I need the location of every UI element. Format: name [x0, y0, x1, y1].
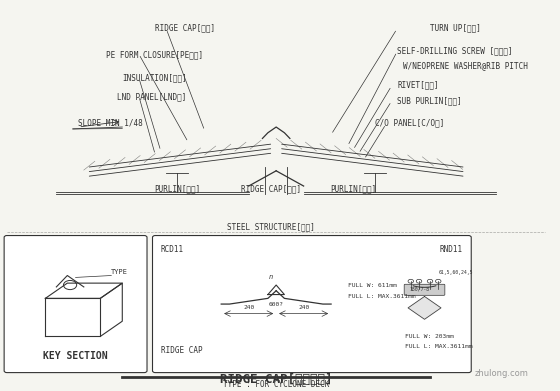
Text: 240: 240 — [243, 305, 254, 310]
Text: RIDGE CAP: RIDGE CAP — [161, 346, 202, 355]
Text: RIVET[饰钉]: RIVET[饰钉] — [397, 81, 438, 90]
Text: 61,5,60,24,5: 61,5,60,24,5 — [438, 270, 473, 274]
Text: RND11: RND11 — [440, 245, 463, 254]
Text: RCD11: RCD11 — [161, 245, 184, 254]
Polygon shape — [408, 296, 441, 319]
Text: W/NEOPRENE WASHER@RIB PITCH: W/NEOPRENE WASHER@RIB PITCH — [403, 62, 528, 71]
Text: FULL L: MAX.3611mm: FULL L: MAX.3611mm — [348, 294, 415, 300]
Text: SELF-DRILLING SCREW [自钻钉]: SELF-DRILLING SCREW [自钻钉] — [397, 47, 512, 56]
FancyBboxPatch shape — [152, 235, 471, 373]
Text: 600?: 600? — [269, 302, 284, 307]
Text: C/O PANEL[C/O板]: C/O PANEL[C/O板] — [375, 119, 445, 128]
Text: SUB PURLIN[次樁]: SUB PURLIN[次樁] — [397, 96, 462, 105]
FancyBboxPatch shape — [4, 235, 147, 373]
Text: TURN UP[翻边]: TURN UP[翻边] — [430, 23, 481, 32]
Text: PE FORM CLOSURE[PE封口]: PE FORM CLOSURE[PE封口] — [106, 50, 203, 59]
Text: TYPE : FOR CYCLONE-DECK: TYPE : FOR CYCLONE-DECK — [223, 380, 329, 389]
Text: KEY SECTION: KEY SECTION — [43, 351, 108, 361]
Text: PURLIN[樁条]: PURLIN[樁条] — [154, 184, 200, 193]
Text: LND PANEL[LND板]: LND PANEL[LND板] — [117, 92, 186, 101]
Text: SLOPE MIN 1/48: SLOPE MIN 1/48 — [78, 119, 143, 128]
Text: INSULATION[保温]: INSULATION[保温] — [122, 73, 187, 82]
Text: RIDGE CAP[屋脊收边]: RIDGE CAP[屋脊收边] — [220, 373, 333, 386]
Text: STEEL STRUCTURE[钉钓]: STEEL STRUCTURE[钉钓] — [227, 222, 315, 231]
Text: TYPE: TYPE — [111, 269, 128, 274]
Text: 180/7-8: 180/7-8 — [409, 287, 429, 292]
FancyBboxPatch shape — [404, 284, 445, 295]
Text: FULL L: MAX.3611mm: FULL L: MAX.3611mm — [405, 344, 473, 349]
Text: FULL W: 203mm: FULL W: 203mm — [405, 334, 454, 339]
Text: FULL W: 611mm: FULL W: 611mm — [348, 283, 396, 288]
Text: PURLIN[樁条]: PURLIN[樁条] — [330, 184, 376, 193]
Text: zhulong.com: zhulong.com — [475, 369, 529, 378]
Text: n: n — [269, 274, 273, 280]
Text: RIDGE CAP[屋脊]: RIDGE CAP[屋脊] — [241, 184, 301, 193]
Text: 240: 240 — [298, 305, 309, 310]
Text: RIDGE CAP[屋脊]: RIDGE CAP[屋脊] — [155, 23, 216, 32]
